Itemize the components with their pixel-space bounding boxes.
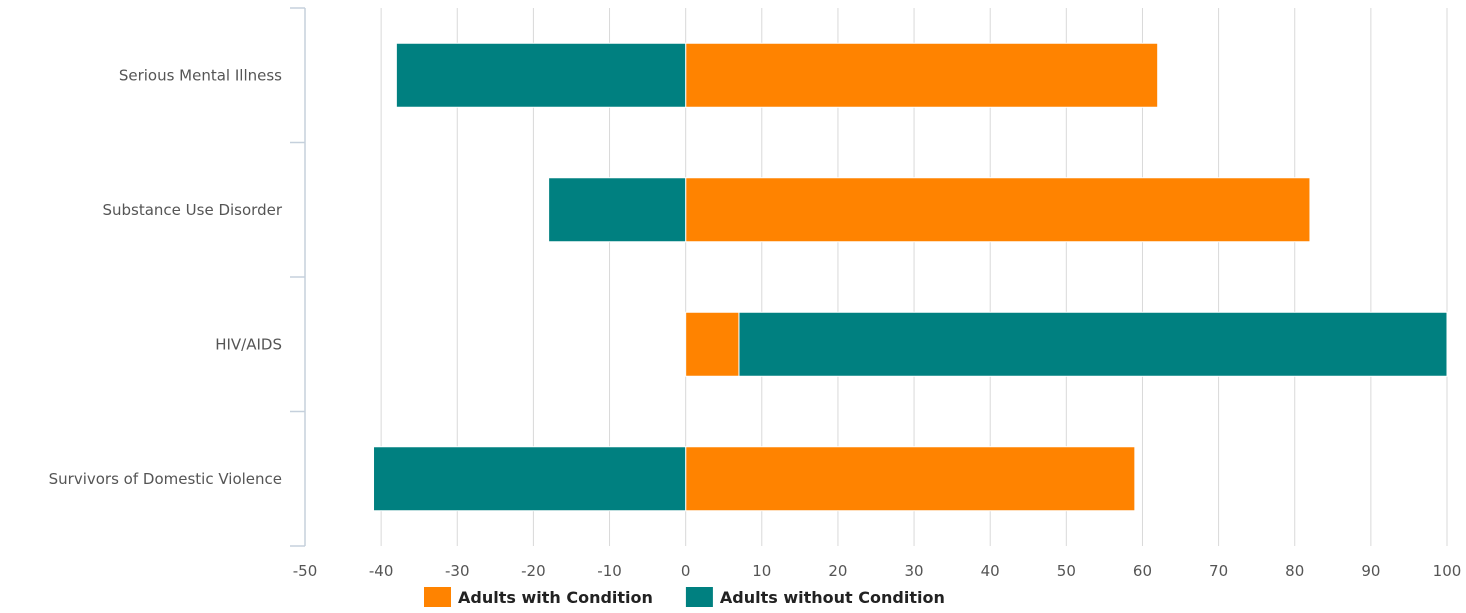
x-tick-label: -10 [597, 562, 622, 580]
x-tick-label: -20 [521, 562, 546, 580]
category-label: Serious Mental Illness [119, 66, 282, 84]
x-tick-label: -50 [293, 562, 318, 580]
bar-without-condition [738, 311, 1448, 377]
bar-without-condition [548, 177, 687, 243]
bars [373, 42, 1448, 512]
legend-swatch [685, 587, 713, 607]
legend-swatch [424, 587, 451, 607]
x-tick-label: -40 [369, 562, 394, 580]
x-tick-label: -30 [445, 562, 470, 580]
category-label: HIV/AIDS [215, 335, 282, 353]
x-tick-label: 20 [828, 562, 847, 580]
x-tick-label: 70 [1209, 562, 1228, 580]
x-tick-label: 10 [752, 562, 771, 580]
bar-with-condition [685, 177, 1311, 243]
x-tick-label: 80 [1285, 562, 1304, 580]
legend: Adults with Condition Adults without Cond… [424, 587, 945, 607]
x-tick-label: 40 [981, 562, 1000, 580]
category-label: Substance Use Disorder [102, 201, 282, 219]
legend-label: Adults without Condition [720, 588, 945, 607]
legend-label: Adults with Condition [458, 588, 653, 607]
category-axis: Serious Mental Illness Substance Use Diso… [49, 7, 306, 547]
bar-with-condition [685, 42, 1159, 108]
x-axis-tick-labels: -50 -40 -30 -20 -10 0 10 20 30 40 50 60 70 80 90 100 [293, 562, 1462, 580]
x-tick-label: 0 [681, 562, 691, 580]
bar-with-condition [685, 446, 1136, 512]
x-tick-label: 30 [905, 562, 924, 580]
bar-without-condition [395, 42, 687, 108]
category-label: Survivors of Domestic Violence [49, 470, 282, 488]
x-tick-label: 50 [1057, 562, 1076, 580]
bar-with-condition [685, 311, 740, 377]
x-tick-label: 60 [1133, 562, 1152, 580]
x-tick-label: 100 [1433, 562, 1462, 580]
bar-without-condition [373, 446, 687, 512]
x-tick-label: 90 [1361, 562, 1380, 580]
